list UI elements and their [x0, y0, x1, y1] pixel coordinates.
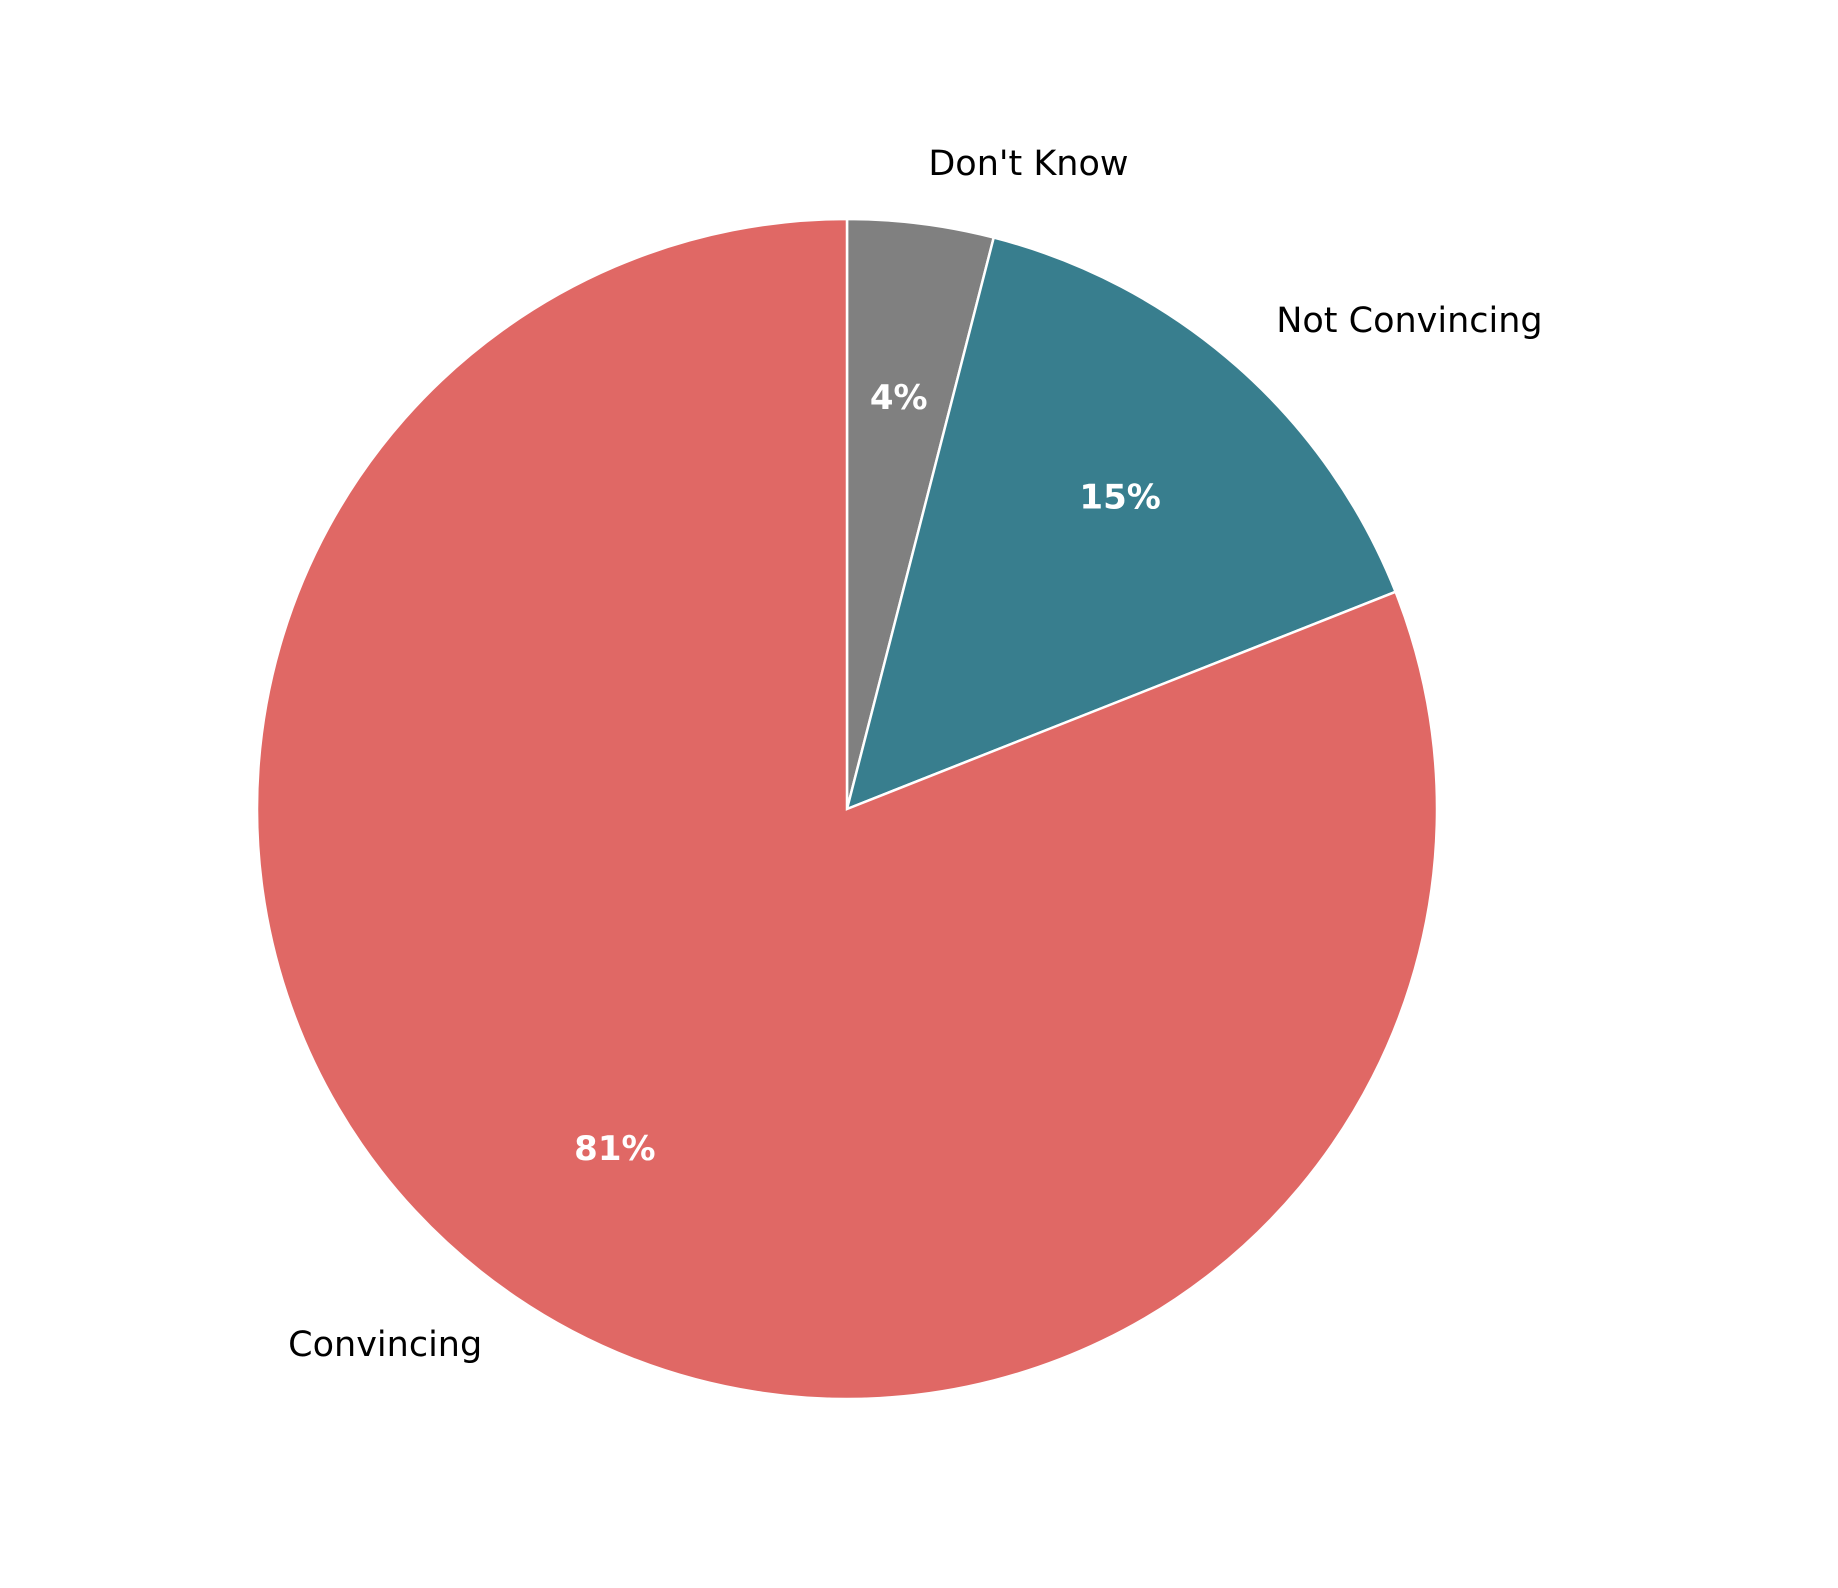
pie-slice	[255, 217, 1439, 1401]
percent-label: 81%	[574, 1129, 655, 1169]
percent-label: 15%	[1079, 478, 1160, 518]
slice-label: Not Convincing	[1276, 301, 1542, 341]
pie-slice	[845, 236, 1398, 812]
slice-label: Don't Know	[928, 144, 1128, 184]
slice-label: Convincing	[288, 1325, 482, 1365]
percent-label: 4%	[870, 378, 928, 418]
